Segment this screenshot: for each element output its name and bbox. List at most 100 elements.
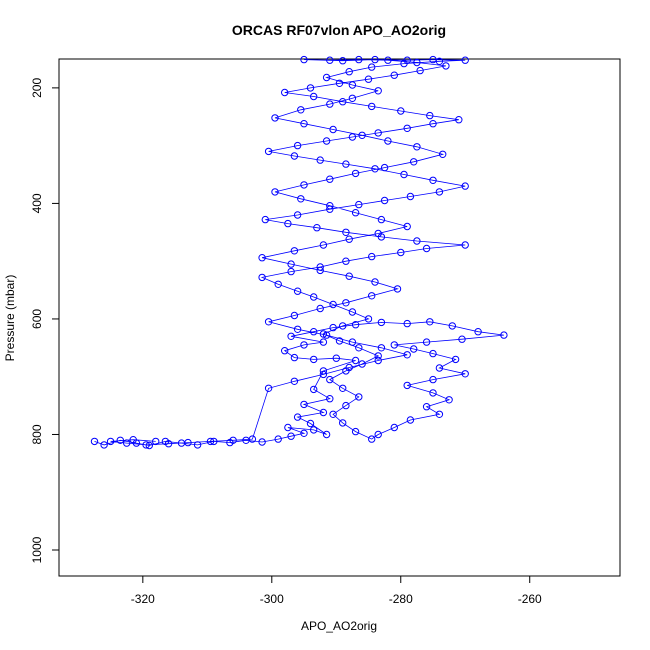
series-line xyxy=(94,59,504,446)
data-point xyxy=(403,319,411,328)
data-point xyxy=(374,87,382,95)
data-point xyxy=(377,215,386,224)
data-point xyxy=(322,430,331,439)
data-point xyxy=(261,215,269,224)
data-point xyxy=(310,328,318,336)
data-point xyxy=(297,106,305,114)
data-point xyxy=(364,75,373,83)
data-point xyxy=(319,408,328,417)
data-point xyxy=(368,435,376,443)
data-point xyxy=(300,55,308,64)
data-point xyxy=(397,107,405,115)
data-point xyxy=(342,401,350,410)
data-point xyxy=(390,423,398,432)
data-point xyxy=(284,423,292,432)
data-point xyxy=(290,247,299,255)
data-point xyxy=(368,102,376,111)
data-point xyxy=(458,335,466,343)
data-point xyxy=(329,125,337,134)
data-point xyxy=(206,437,215,446)
data-point xyxy=(129,436,137,444)
data-point xyxy=(429,120,437,128)
data-point xyxy=(461,56,469,64)
data-point xyxy=(271,188,279,196)
x-tick-label: -280 xyxy=(389,592,413,606)
data-point xyxy=(345,363,353,372)
data-point xyxy=(455,116,463,124)
data-point xyxy=(413,237,421,245)
data-point xyxy=(300,400,308,409)
data-point xyxy=(410,345,418,353)
data-point xyxy=(371,165,379,173)
data-point xyxy=(500,331,508,339)
data-point xyxy=(358,131,366,140)
data-point xyxy=(293,287,302,295)
data-point xyxy=(355,344,363,352)
data-point xyxy=(326,205,334,213)
data-point xyxy=(345,68,353,76)
x-tick-label: -260 xyxy=(518,592,542,606)
data-point xyxy=(313,224,321,232)
data-point xyxy=(310,355,318,364)
x-tick-label: -320 xyxy=(131,592,155,606)
data-point xyxy=(306,84,315,92)
data-point xyxy=(152,437,160,446)
data-point xyxy=(335,337,344,345)
data-point xyxy=(264,147,273,156)
data-point xyxy=(380,163,389,172)
data-point xyxy=(368,252,376,261)
data-point xyxy=(274,435,282,443)
data-point xyxy=(310,385,318,394)
data-point xyxy=(326,175,334,183)
data-point xyxy=(342,228,350,237)
data-point xyxy=(426,318,434,326)
data-point xyxy=(322,137,331,145)
data-point xyxy=(390,71,398,79)
data-point xyxy=(426,111,434,120)
data-point xyxy=(293,325,302,333)
chart-title: ORCAS RF07vlon APO_AO2orig xyxy=(232,22,446,38)
data-point xyxy=(306,419,315,428)
data-point xyxy=(393,285,402,293)
data-point xyxy=(290,353,299,362)
data-point xyxy=(293,141,302,150)
data-point xyxy=(274,280,282,288)
data-point xyxy=(403,222,411,231)
data-point xyxy=(326,100,334,108)
data-point xyxy=(461,370,469,378)
data-point xyxy=(319,367,328,375)
data-point xyxy=(374,356,382,365)
data-point xyxy=(403,351,411,359)
data-point xyxy=(184,438,192,447)
data-point xyxy=(439,150,447,159)
data-point xyxy=(374,229,382,238)
data-point xyxy=(339,384,347,392)
data-point xyxy=(461,241,469,249)
data-point xyxy=(474,328,482,336)
data-point xyxy=(451,355,460,364)
data-point xyxy=(264,384,273,392)
data-point xyxy=(287,332,295,340)
data-point xyxy=(377,318,386,327)
data-point xyxy=(429,389,437,397)
data-point xyxy=(100,441,108,449)
data-point xyxy=(319,370,328,379)
data-point xyxy=(410,158,418,166)
data-point xyxy=(319,241,328,249)
data-point xyxy=(310,426,318,434)
data-point xyxy=(264,318,273,326)
data-point xyxy=(329,300,337,309)
data-point xyxy=(348,133,357,141)
plot-frame xyxy=(58,58,621,577)
x-axis-label: APO_AO2orig xyxy=(301,619,377,633)
data-point xyxy=(300,181,308,189)
data-point xyxy=(339,322,347,330)
data-point xyxy=(90,437,99,446)
data-point xyxy=(123,439,131,447)
data-point xyxy=(293,413,302,421)
data-point xyxy=(422,244,431,253)
data-point xyxy=(406,192,415,201)
data-point xyxy=(290,152,299,160)
data-point xyxy=(319,330,328,338)
data-point xyxy=(384,137,392,145)
